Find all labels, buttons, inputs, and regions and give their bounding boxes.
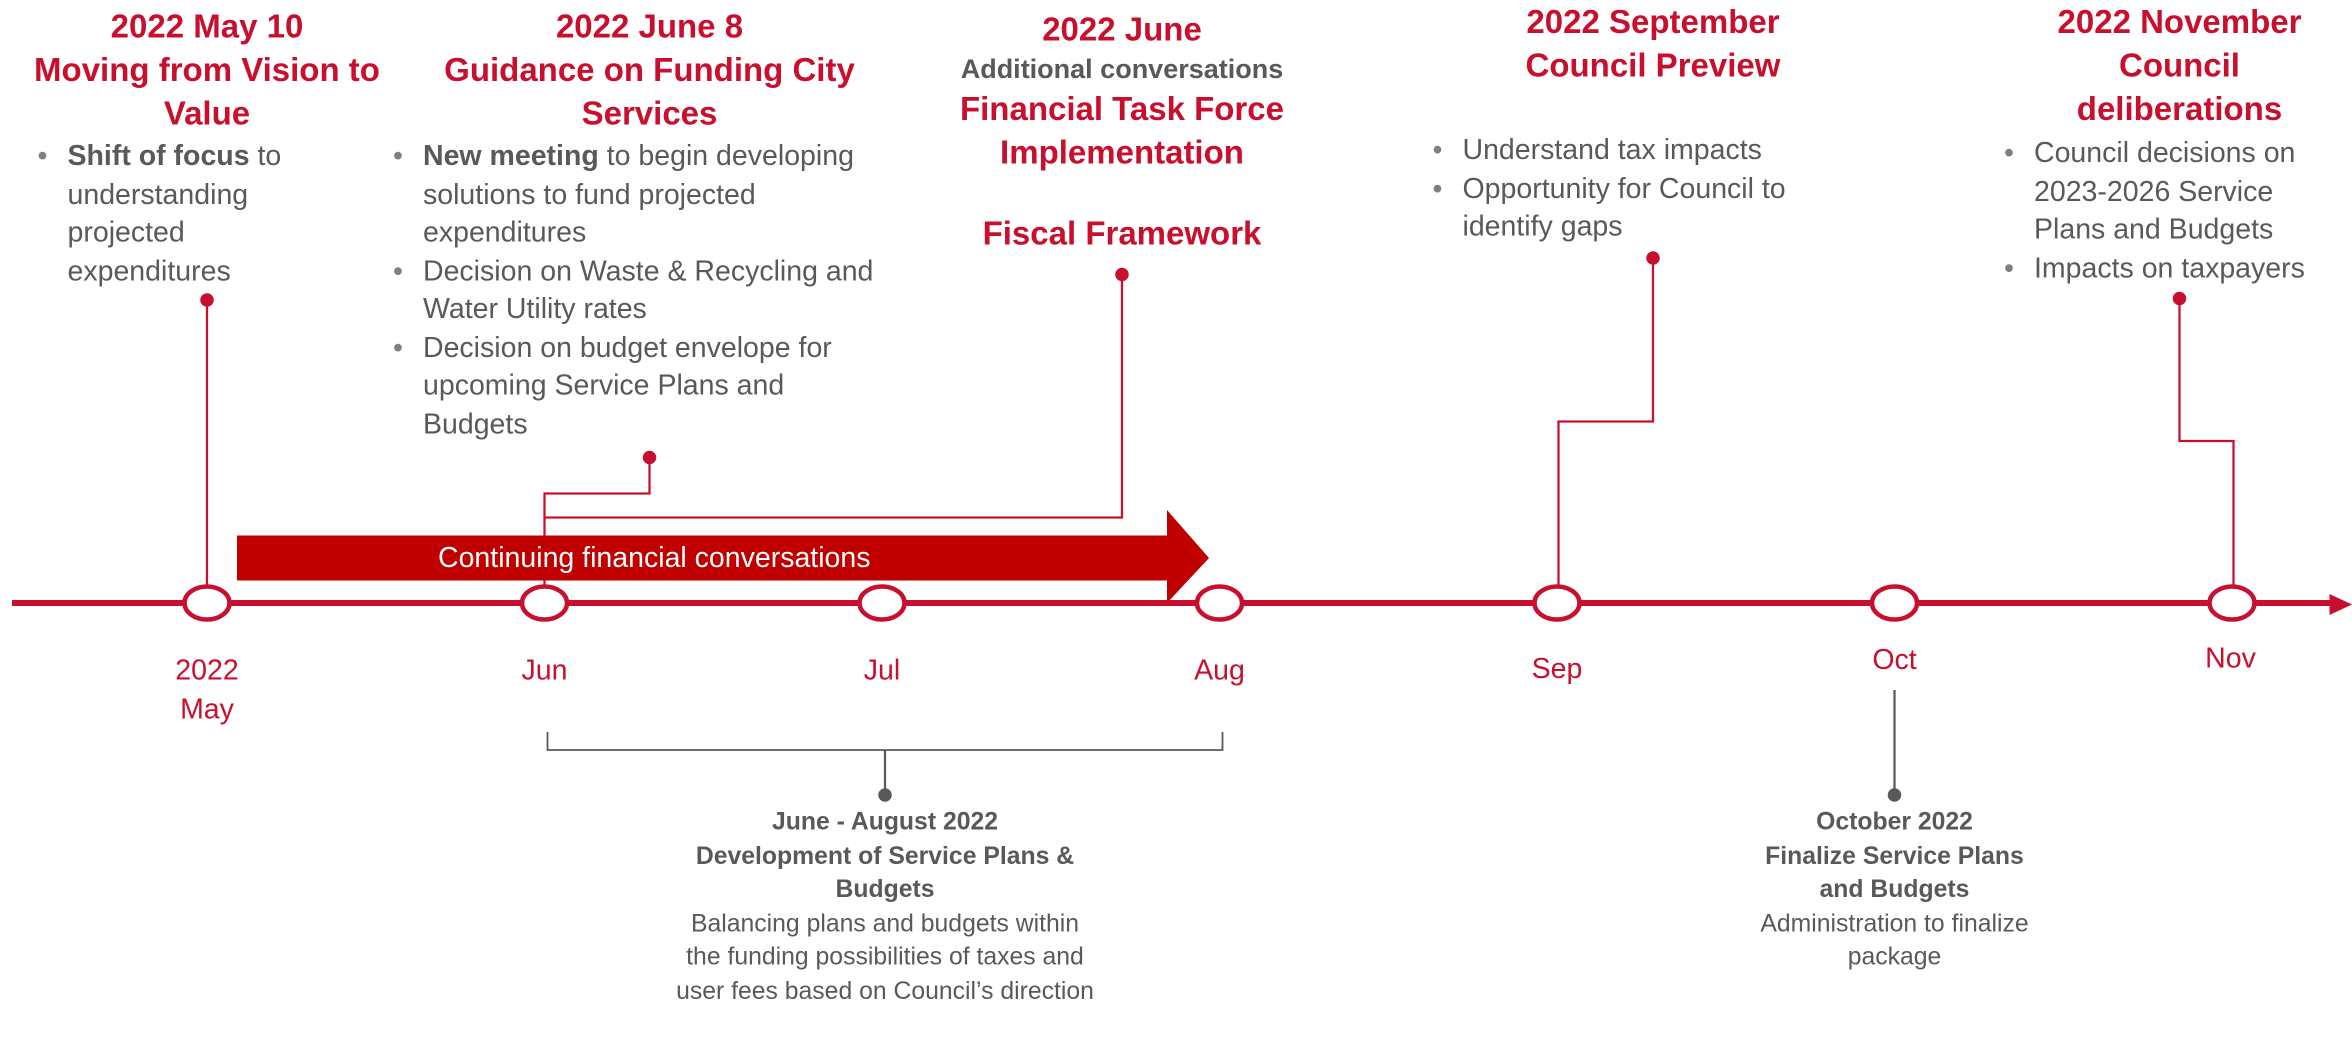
bullet-bold: Shift of focus [67, 141, 250, 173]
axis-label: Nov [2205, 643, 2256, 676]
bullet-list: Shift of focus to understanding projecte… [38, 138, 338, 291]
milestone-heading: 2022 November Council deliberations [2030, 0, 2330, 131]
bullet: Decision on budget envelope for upcoming… [393, 329, 896, 444]
marker [1869, 584, 1920, 622]
axis-markers [182, 584, 2257, 622]
dot [1887, 788, 1902, 802]
marker [182, 584, 232, 622]
bullet-text: Decision on Waste & Recycling and Water … [423, 255, 874, 326]
milestone-date: 2022 November [2057, 3, 2302, 41]
axis-arrowhead [2329, 594, 2352, 615]
milestone-date: 2022 September [1526, 3, 1780, 41]
milestone-date: 2022 May 10 [110, 7, 304, 46]
bullet-text: Opportunity for Council to identify gaps [1462, 173, 1786, 243]
axis-label: Jul [863, 655, 901, 688]
axis-label: Sep [1531, 654, 1583, 686]
note-title: Development of Service Plans & Budgets [695, 842, 1075, 903]
connectors [205, 258, 2235, 585]
axis-label: 2022 May [175, 655, 239, 727]
marker [1194, 584, 1245, 622]
note: June - August 2022 Development of Service… [675, 806, 1095, 1009]
milestone-date: 2022 June 8 [555, 7, 744, 46]
bullet-text: to begin developing solutions to fund pr… [423, 141, 854, 249]
bullet-text: Understand tax impacts [1462, 135, 1762, 167]
bullet: New meeting to begin developing solution… [393, 138, 896, 253]
milestone-heading: 2022 May 10 Moving from Vision to Value [27, 5, 387, 136]
connector [544, 274, 1124, 519]
bullet: Decision on Waste & Recycling and Water … [393, 253, 896, 330]
marker [1532, 584, 1582, 622]
arrow-label: Continuing financial conversations [438, 543, 871, 575]
axis-label: Jun [521, 655, 568, 688]
bullet-list: Understand tax impacts Opportunity for Co… [1433, 132, 1853, 247]
continuing-arrow [237, 510, 1209, 603]
note: October 2022 Finalize Service Plans and B… [1745, 806, 2045, 975]
bullet-text: Council decisions on 2023-2026 Service P… [2034, 138, 2296, 246]
milestone-heading: 2022 September Council Preview [1458, 0, 1848, 87]
bullet-list: Council decisions on 2023-2026 Service P… [2004, 135, 2352, 288]
dot [200, 293, 214, 307]
marker [857, 584, 907, 622]
note-date: June - August 2022 [771, 808, 999, 836]
bracket [546, 732, 1224, 751]
bullet: Shift of focus to understanding projecte… [38, 138, 338, 291]
dot [2172, 291, 2187, 306]
bullet-list: New meeting to begin developing solution… [393, 138, 896, 444]
dot [1115, 267, 1129, 282]
connector-dots [200, 251, 2187, 465]
bullet-text: Impacts on taxpayers [2034, 252, 2305, 285]
milestone-title: Council Preview [1525, 46, 1781, 85]
milestone-title: Council deliberations [2076, 46, 2283, 128]
marker [2207, 584, 2257, 622]
milestone-heading: 2022 June Additional conversations Financi… [897, 8, 1347, 256]
milestone-date: 2022 June [1042, 10, 1202, 49]
dot [642, 450, 657, 465]
milestone-subtitle: Additional conversations [960, 54, 1284, 84]
milestone-title: Guidance on Funding City Services [444, 51, 855, 132]
milestone-extra: Fiscal Framework [982, 214, 1262, 253]
dot [878, 788, 892, 802]
bullet: Understand tax impacts [1433, 132, 1853, 170]
bullet: Opportunity for Council to identify gaps [1433, 170, 1853, 247]
bullet: Impacts on taxpayers [2004, 250, 2352, 288]
milestone-heading: 2022 June 8 Guidance on Funding City Serv… [402, 5, 897, 136]
dot [1646, 251, 1660, 265]
note-title: Finalize Service Plans and Budgets [1765, 842, 2024, 903]
axis-label: Oct [1872, 645, 1917, 677]
connector [2178, 298, 2235, 585]
axis-label: Aug [1194, 655, 1245, 688]
bullet: Council decisions on 2023-2026 Service P… [2004, 135, 2352, 250]
milestone-title: Moving from Vision to Value [34, 51, 380, 132]
milestone-title: Financial Task Force Implementation [959, 90, 1284, 171]
bullet-bold: New meeting [423, 141, 599, 173]
connector [1557, 258, 1655, 585]
note-text: Balancing plans and budgets within the f… [676, 909, 1094, 1005]
bullet-text: to understanding projected expenditures [67, 141, 282, 288]
bullet-text: Decision on budget envelope for upcoming… [423, 332, 832, 441]
note-text: Administration to finalize package [1760, 909, 2029, 971]
marker [519, 584, 570, 622]
note-date: October 2022 [1816, 808, 1973, 836]
